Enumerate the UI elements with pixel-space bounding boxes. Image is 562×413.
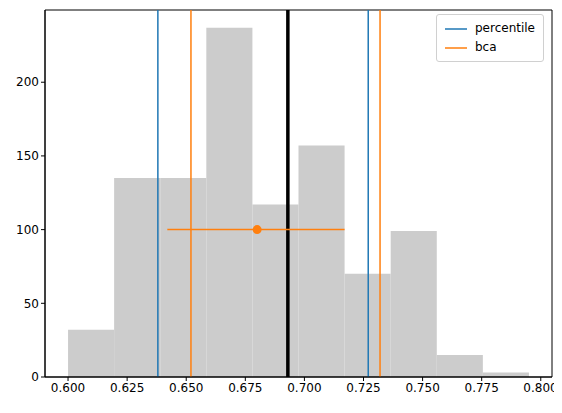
svg-text:0.600: 0.600 [51, 381, 85, 395]
svg-text:0.700: 0.700 [287, 381, 321, 395]
svg-text:150: 150 [16, 149, 39, 163]
svg-text:200: 200 [16, 75, 39, 89]
html-text:percentile: percentile [475, 21, 535, 35]
svg-text:0.775: 0.775 [465, 381, 499, 395]
svg-text:0.675: 0.675 [228, 381, 262, 395]
svg-text:0: 0 [31, 370, 39, 384]
svg-text:100: 100 [16, 223, 39, 237]
svg-text:0.725: 0.725 [346, 381, 380, 395]
svg-text:50: 50 [24, 297, 39, 311]
svg-text:0.800: 0.800 [523, 381, 554, 395]
svg-text:0.750: 0.750 [405, 381, 439, 395]
svg-text:0.650: 0.650 [169, 381, 203, 395]
svg-text:0.625: 0.625 [110, 381, 144, 395]
html-text:bca: bca [475, 40, 497, 54]
